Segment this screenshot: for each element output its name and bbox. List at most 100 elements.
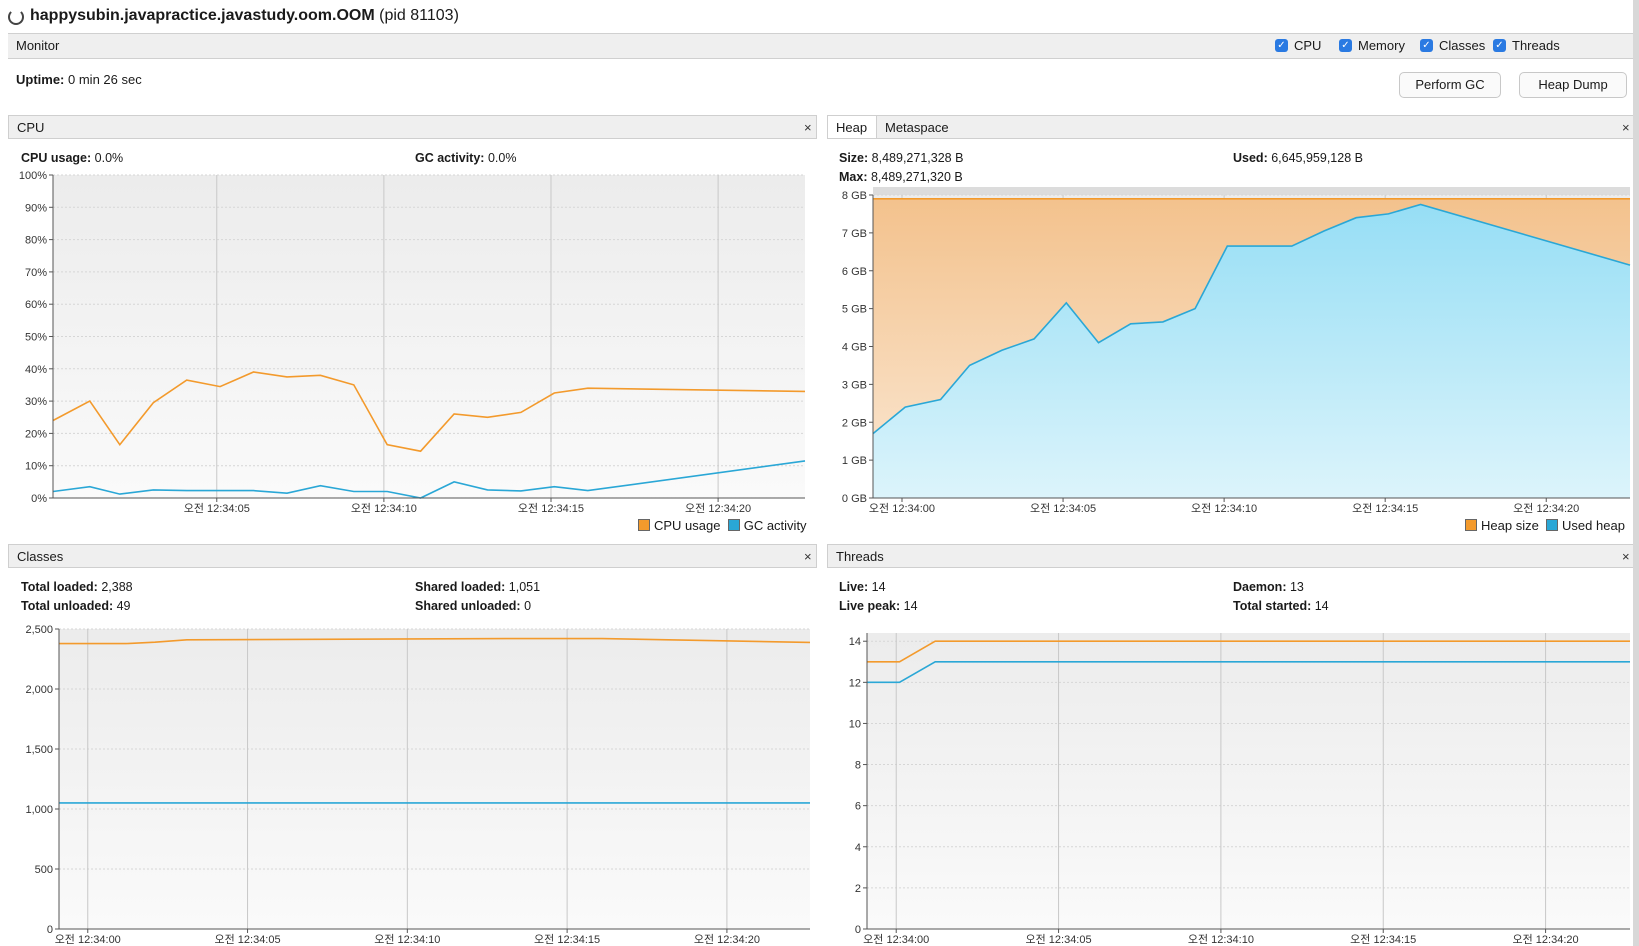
- heap-legend: Heap size Used heap: [1465, 518, 1625, 533]
- cpu-usage-label: CPU usage:: [21, 151, 92, 165]
- heap-size-legend-label: Heap size: [1481, 518, 1539, 533]
- cpu-y-tick-label: 100%: [19, 170, 47, 182]
- gc-activity-label: GC activity:: [415, 151, 485, 165]
- classes-checkbox[interactable]: ✓: [1420, 39, 1433, 52]
- used-heap-legend-label: Used heap: [1562, 518, 1625, 533]
- uptime-value: 0 min 26 sec: [68, 72, 142, 87]
- threads-plot-background: [867, 633, 1630, 929]
- classes-x-tick-label: 오전 12:34:00: [55, 933, 121, 946]
- classes-y-tick-label: 2,000: [25, 684, 53, 696]
- total-unloaded-label: Total unloaded:: [21, 599, 114, 613]
- cpu-usage-legend-label: CPU usage: [654, 518, 721, 533]
- cpu-x-tick-label: 오전 12:34:15: [518, 502, 584, 515]
- threads-panel-header: Threads ×: [827, 544, 1635, 568]
- classes-panel-close-icon[interactable]: ×: [804, 549, 812, 564]
- heap-size-legend-swatch: [1465, 519, 1477, 531]
- threads-x-tick-label: 오전 12:34:05: [1025, 933, 1091, 946]
- classes-panel-header: Classes ×: [8, 544, 817, 568]
- classes-x-tick-label: 오전 12:34:10: [374, 933, 440, 946]
- total-unloaded-stat: Total unloaded: 49: [21, 599, 131, 613]
- heap-size-value: 8,489,271,328 B: [871, 151, 964, 165]
- shared-loaded-value: 1,051: [508, 580, 541, 594]
- cpu-usage-legend-swatch: [638, 519, 650, 531]
- heap-x-tick-label: 오전 12:34:20: [1513, 502, 1579, 515]
- heap-max-value: 8,489,271,320 B: [870, 170, 963, 184]
- gc-activity-value: 0.0%: [487, 151, 517, 165]
- used-heap-legend-swatch: [1546, 519, 1559, 531]
- threads-x-tick-label: 오전 12:34:15: [1350, 933, 1416, 946]
- total-started-label: Total started:: [1233, 599, 1312, 613]
- heap-y-tick-label: 3 GB: [842, 379, 867, 391]
- heap-size-label: Size:: [839, 151, 869, 165]
- threads-checkbox[interactable]: ✓: [1493, 39, 1506, 52]
- heap-y-tick-label: 7 GB: [842, 228, 867, 240]
- heap-dump-button[interactable]: Heap Dump: [1519, 72, 1627, 98]
- classes-chart: 0 500 1,000 1,500 2,000 2,500 오전 12:34:00 오전 12…: [25, 624, 811, 946]
- threads-panel-title: Threads: [836, 549, 884, 564]
- window-title: happysubin.javapractice.javastudy.oom.OO…: [30, 7, 459, 25]
- cpu-x-tick-label: 오전 12:34:10: [351, 502, 417, 515]
- heap-x-tick-label: 오전 12:34:05: [1030, 502, 1096, 515]
- threads-y-tick-label: 10: [849, 718, 861, 730]
- gc-activity-stat: GC activity: 0.0%: [415, 151, 516, 165]
- cpu-y-tick-label: 80%: [25, 235, 47, 247]
- window-scrollbar[interactable]: [1633, 0, 1639, 946]
- cpu-panel-close-icon[interactable]: ×: [804, 120, 812, 135]
- tab-heap[interactable]: Heap: [828, 116, 877, 138]
- total-loaded-label: Total loaded:: [21, 580, 98, 594]
- cpu-panel-header: CPU ×: [8, 115, 817, 139]
- live-threads-stat: Live: 14: [839, 580, 886, 594]
- threads-x-tick-label: 오전 12:34:20: [1513, 933, 1579, 946]
- total-loaded-value: 2,388: [101, 580, 133, 594]
- cpu-y-tick-label: 90%: [25, 202, 47, 214]
- heap-size-stat: Size: 8,489,271,328 B: [839, 151, 963, 165]
- heap-y-tick-label: 0 GB: [842, 493, 867, 505]
- threads-panel-close-icon[interactable]: ×: [1622, 549, 1630, 564]
- threads-y-tick-label: 0: [855, 924, 861, 936]
- perform-gc-button[interactable]: Perform GC: [1399, 72, 1501, 98]
- classes-panel-title: Classes: [17, 549, 64, 564]
- classes-y-tick-label: 1,000: [25, 804, 53, 816]
- shared-unloaded-stat: Shared unloaded: 0: [415, 599, 531, 613]
- heap-y-tick-label: 6 GB: [842, 266, 867, 278]
- heap-max-stat: Max: 8,489,271,320 B: [839, 170, 963, 184]
- threads-chart: 0 2 4 6 8 10 12 14 오전 12:34:00 오전 12:34:05 오전 12:3…: [849, 633, 1630, 946]
- uptime: Uptime: 0 min 26 sec: [16, 72, 142, 87]
- heap-y-tick-label: 1 GB: [842, 455, 867, 467]
- daemon-threads-label: Daemon:: [1233, 580, 1287, 594]
- cpu-legend: CPU usage GC activity: [638, 518, 807, 533]
- daemon-line: [867, 660, 1630, 684]
- gc-activity-line: [52, 460, 806, 499]
- total-started-value: 14: [1314, 599, 1329, 613]
- tab-heap-label: Heap: [836, 120, 868, 135]
- classes-y-tick-label: 2,500: [25, 624, 53, 636]
- cpu-y-tick-label: 40%: [25, 364, 47, 376]
- threads-x-tick-label: 오전 12:34:00: [863, 933, 929, 946]
- heap-used-stat: Used: 6,645,959,128 B: [1233, 151, 1363, 165]
- cpu-y-tick-label: 20%: [25, 428, 47, 440]
- threads-x-tick-label: 오전 12:34:10: [1188, 933, 1254, 946]
- live-peak-label: Live peak:: [839, 599, 901, 613]
- total-started-stat: Total started: 14: [1233, 599, 1329, 613]
- total-loaded-line: [59, 637, 811, 645]
- cpu-usage-value: 0.0%: [94, 151, 124, 165]
- heap-x-tick-label: 오전 12:34:10: [1191, 502, 1257, 515]
- cpu-y-tick-label: 30%: [25, 396, 47, 408]
- heap-x-tick-label: 오전 12:34:15: [1352, 502, 1418, 515]
- cpu-y-tick-label: 0%: [31, 493, 47, 505]
- shared-loaded-stat: Shared loaded: 1,051: [415, 580, 540, 594]
- cpu-y-tick-label: 60%: [25, 299, 47, 311]
- monitor-toolbar: Monitor ✓ CPU ✓ Memory ✓ Classes ✓ Threa…: [8, 33, 1639, 59]
- classes-checkbox-label: Classes: [1439, 38, 1486, 53]
- classes-y-tick-label: 0: [47, 924, 53, 936]
- cpu-checkbox[interactable]: ✓: [1275, 39, 1288, 52]
- classes-x-tick-label: 오전 12:34:05: [214, 933, 280, 946]
- live-threads-label: Live:: [839, 580, 869, 594]
- cpu-y-tick-label: 10%: [25, 461, 47, 473]
- classes-y-tick-label: 500: [35, 864, 53, 876]
- heap-x-tick-label: 오전 12:34:00: [869, 502, 935, 515]
- memory-checkbox[interactable]: ✓: [1339, 39, 1352, 52]
- heap-panel-close-icon[interactable]: ×: [1622, 120, 1630, 135]
- tab-metaspace[interactable]: Metaspace: [885, 120, 949, 135]
- shared-unloaded-value: 0: [524, 599, 532, 613]
